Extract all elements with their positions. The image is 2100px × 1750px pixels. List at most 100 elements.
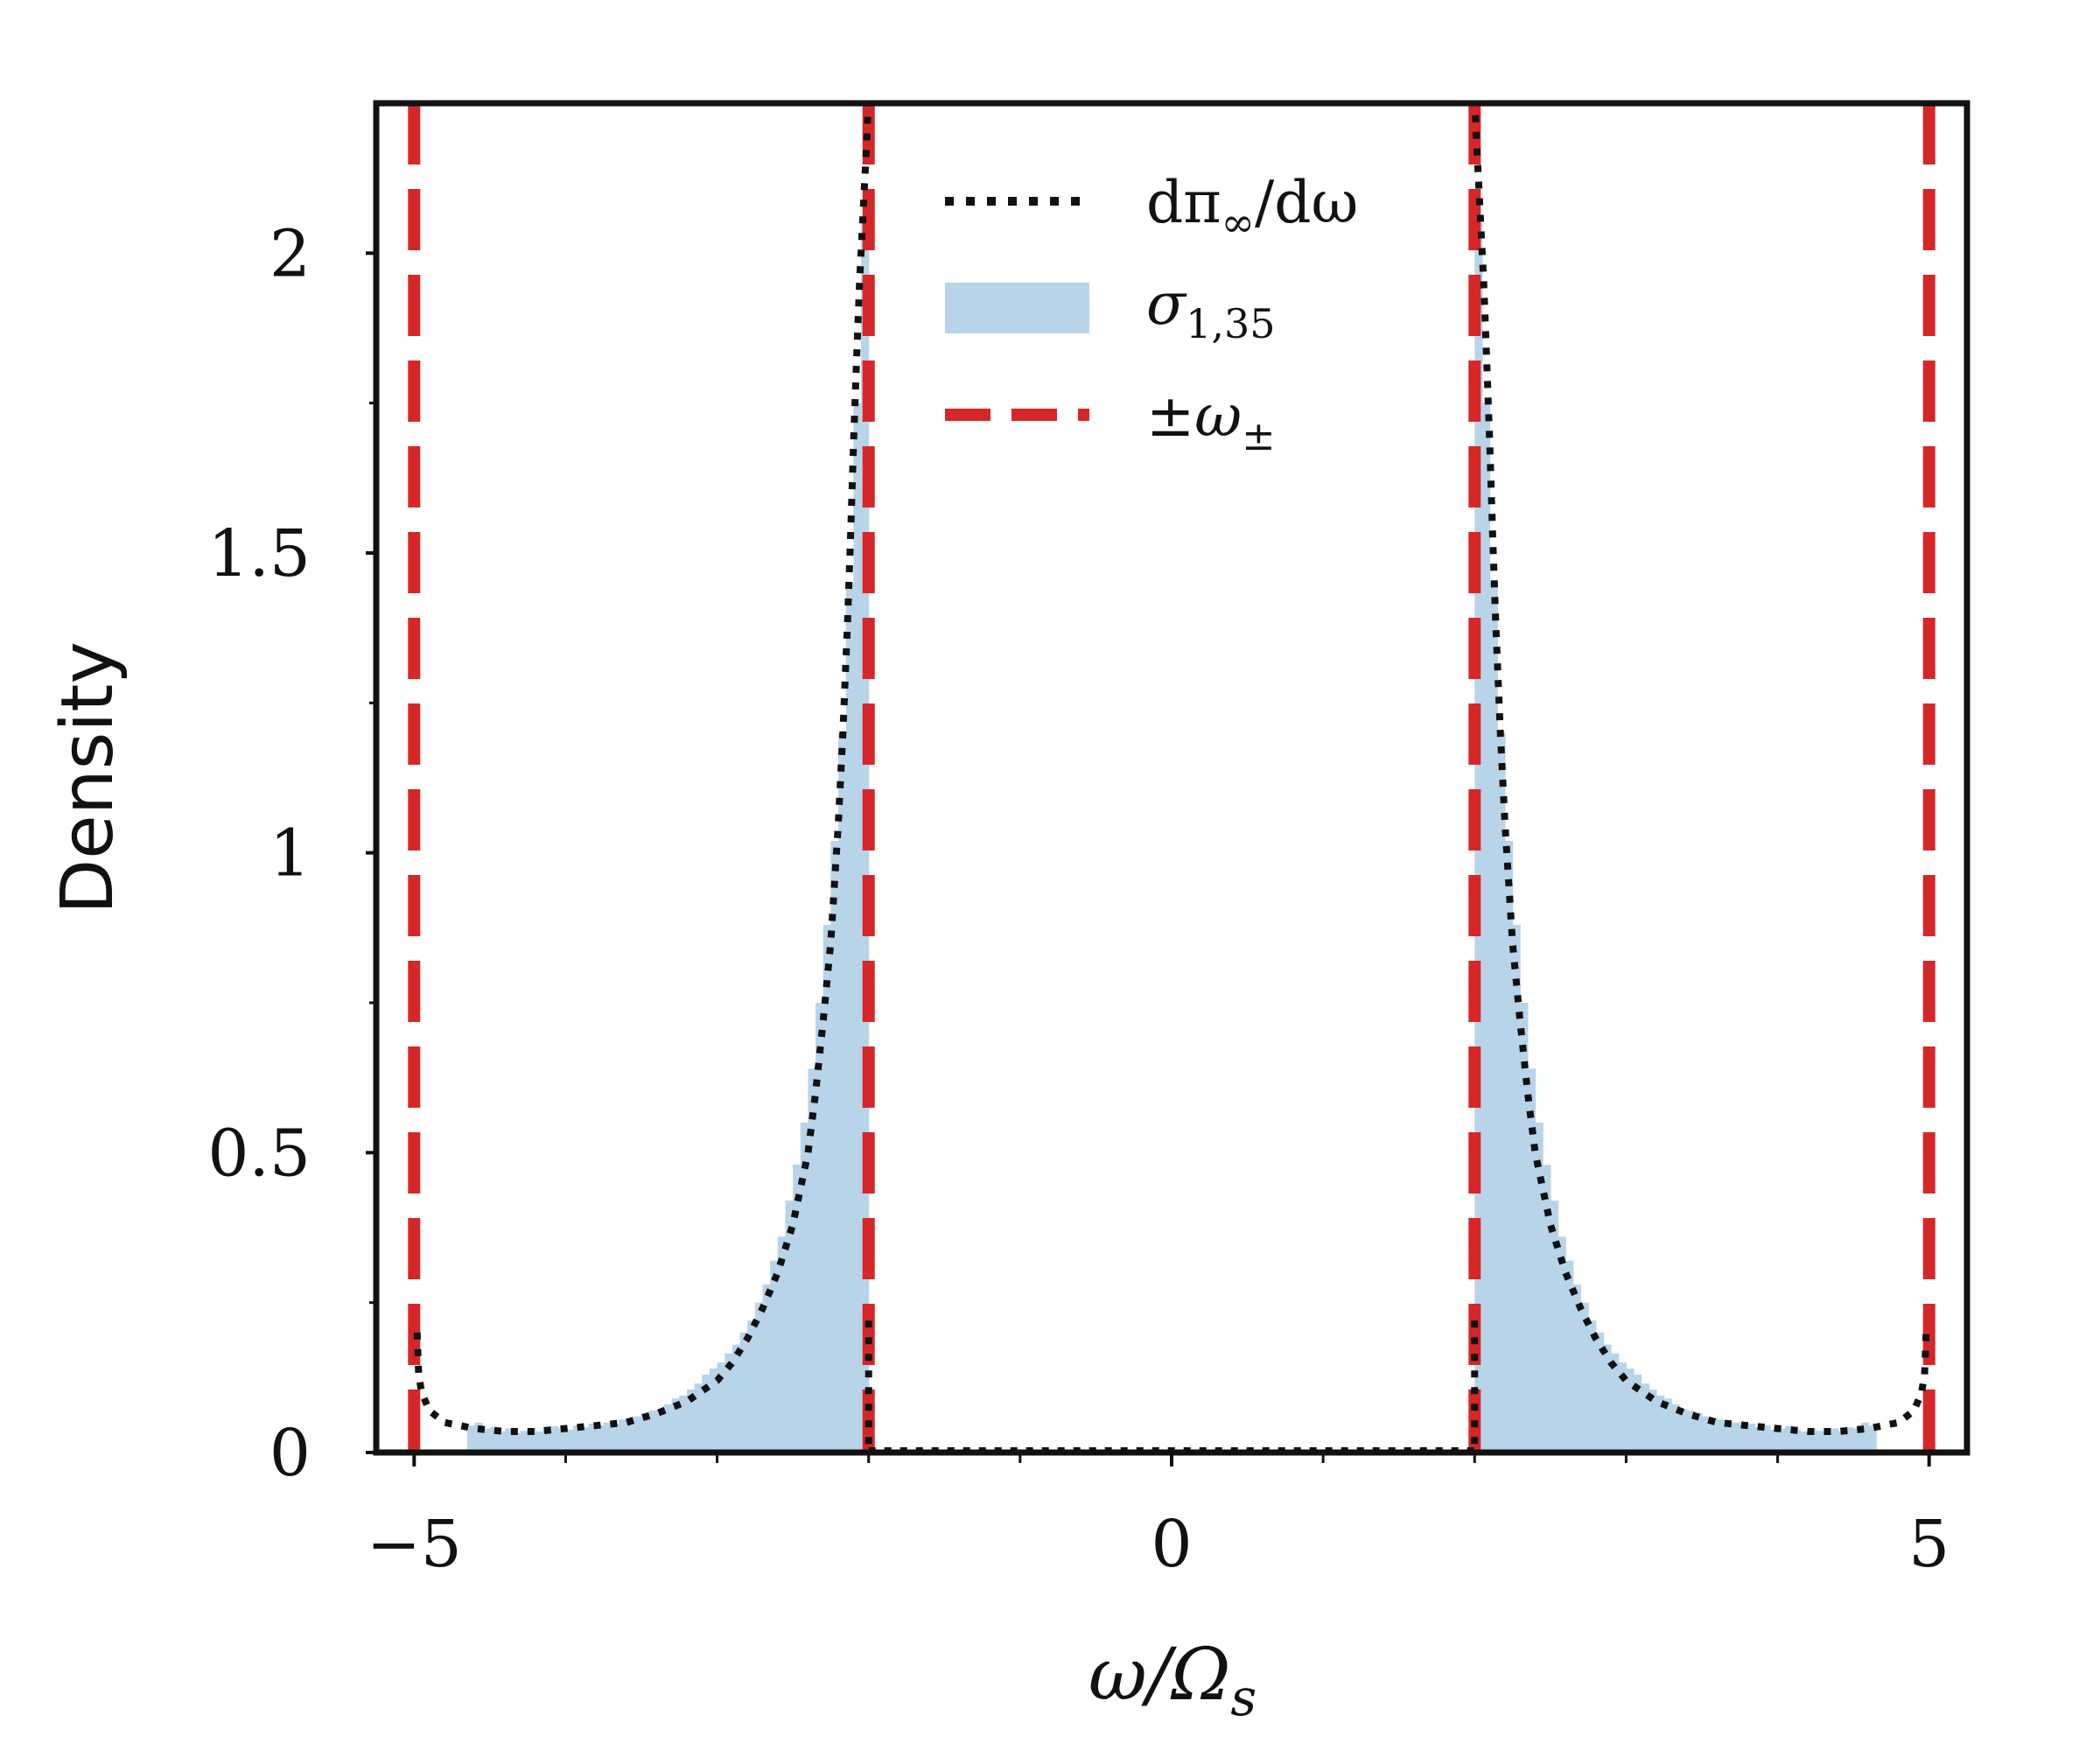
histogram-bar-left-31 xyxy=(702,1374,710,1452)
histogram-bar-left-33 xyxy=(717,1362,725,1452)
histogram-bar-left-22 xyxy=(634,1416,642,1452)
histogram-bar-right-36 xyxy=(1746,1424,1756,1452)
histogram-bar-right-35 xyxy=(1740,1424,1748,1452)
histogram-bar-right-12 xyxy=(1565,1260,1574,1452)
histogram-bar-left-26 xyxy=(663,1404,673,1452)
histogram-bar-left-24 xyxy=(648,1410,657,1452)
histogram-bar-right-13 xyxy=(1572,1284,1582,1452)
histogram-bar-right-49 xyxy=(1845,1427,1854,1452)
histogram-bar-right-37 xyxy=(1754,1427,1763,1452)
histogram-bar-right-28 xyxy=(1686,1410,1695,1452)
histogram-bar-right-11 xyxy=(1558,1236,1566,1452)
axis-ticks xyxy=(366,251,1931,1466)
histogram-bar-right-22 xyxy=(1641,1383,1649,1452)
histogram-bar-left-48 xyxy=(830,840,839,1452)
histogram-bar-right-25 xyxy=(1663,1398,1672,1452)
y-tick-label-3: 1.5 xyxy=(207,516,311,592)
histogram-bar-right-3 xyxy=(1497,732,1506,1452)
histogram-bar-left-13 xyxy=(565,1429,574,1452)
histogram-bar-left-7 xyxy=(520,1431,528,1452)
histogram-bar-right-51 xyxy=(1860,1422,1870,1452)
legend-label-omega-lines: ±ω± xyxy=(1146,382,1276,459)
histogram-bar-right-41 xyxy=(1785,1425,1794,1452)
histogram-bar-left-11 xyxy=(550,1425,559,1452)
histogram-bar-left-21 xyxy=(626,1418,634,1452)
histogram-bar-left-47 xyxy=(822,924,832,1452)
histogram-bar-left-19 xyxy=(611,1424,620,1452)
histogram-bar-left-28 xyxy=(679,1395,688,1452)
histogram-bar-left-25 xyxy=(656,1409,665,1452)
histogram-bar-left-15 xyxy=(580,1427,589,1452)
histogram-bar-right-29 xyxy=(1694,1412,1703,1452)
histogram-bar-right-52 xyxy=(1868,1425,1877,1452)
y-tick-label-0: 0 xyxy=(270,1416,311,1491)
theory-curve-negative xyxy=(413,115,872,1435)
histogram-bar-right-50 xyxy=(1853,1428,1862,1452)
histogram-bar-right-23 xyxy=(1648,1390,1657,1452)
histogram-bar-left-27 xyxy=(671,1398,680,1452)
theory-curve-positive xyxy=(1472,115,1930,1435)
histogram-bar-left-4 xyxy=(497,1432,506,1452)
x-tick-labels: −5 0 5 xyxy=(367,1507,1950,1582)
histogram-bar-left-17 xyxy=(596,1424,605,1452)
histogram-bar-left-38 xyxy=(754,1302,764,1452)
histogram-bar-left-34 xyxy=(724,1353,733,1452)
histogram-bar-right-1 xyxy=(1481,402,1491,1452)
histogram-bar-right-8 xyxy=(1535,1123,1544,1452)
theory-curve xyxy=(413,115,1930,1452)
histogram-bar-left-49 xyxy=(838,732,847,1452)
histogram-bar-right-30 xyxy=(1702,1416,1711,1452)
legend: dπ∞/dω σ1,35 ±ω± xyxy=(945,169,1358,459)
x-tick-label-0: −5 xyxy=(367,1507,462,1582)
histogram-bar-right-7 xyxy=(1527,1068,1536,1452)
histogram-bar-right-45 xyxy=(1815,1431,1824,1452)
histogram-bar-right-17 xyxy=(1603,1344,1612,1452)
histogram-bar-right-47 xyxy=(1830,1428,1839,1452)
legend-swatch-histogram xyxy=(945,283,1089,333)
histogram-bar-left-46 xyxy=(816,1003,824,1452)
histogram-bar-left-12 xyxy=(557,1428,567,1452)
histogram-bar-left-44 xyxy=(800,1123,809,1452)
histogram-bar-left-16 xyxy=(588,1424,597,1452)
histogram-bar-left-2 xyxy=(482,1428,491,1452)
histogram-bar-right-9 xyxy=(1543,1165,1551,1452)
histogram-bar-left-40 xyxy=(770,1260,779,1452)
histogram-bar-left-23 xyxy=(641,1412,650,1452)
histogram-bar-right-39 xyxy=(1769,1429,1779,1452)
histogram-bar-right-4 xyxy=(1504,840,1514,1452)
histogram-bar-right-44 xyxy=(1808,1428,1816,1452)
histogram-bar-right-2 xyxy=(1489,583,1498,1452)
histogram-bar-left-51 xyxy=(853,402,862,1452)
omega-lines xyxy=(408,103,1936,1452)
histogram-bar-right-18 xyxy=(1611,1353,1620,1452)
histogram-bar-left-42 xyxy=(785,1200,794,1452)
y-tick-label-4: 2 xyxy=(270,216,311,291)
histogram-bar-left-35 xyxy=(732,1344,741,1452)
histogram-bar-left-20 xyxy=(619,1419,627,1452)
histogram-bar-left-37 xyxy=(747,1320,756,1452)
histogram-bar-right-46 xyxy=(1823,1432,1831,1452)
y-tick-label-1: 0.5 xyxy=(207,1116,311,1191)
histogram-bar-left-29 xyxy=(686,1390,696,1452)
histogram-bar-right-14 xyxy=(1580,1302,1589,1452)
histogram-bar-left-9 xyxy=(535,1432,544,1452)
histogram-bar-left-3 xyxy=(489,1427,499,1452)
histogram-bar-left-1 xyxy=(474,1422,483,1452)
histogram-bar-left-0 xyxy=(466,1425,476,1452)
histogram-bar-left-30 xyxy=(694,1383,703,1452)
histogram-bar-right-21 xyxy=(1634,1374,1642,1452)
plot-area xyxy=(408,103,1936,1452)
histogram-bar-right-43 xyxy=(1800,1432,1809,1452)
histogram-bar-right-48 xyxy=(1838,1432,1847,1452)
histogram-bar-right-10 xyxy=(1550,1200,1559,1452)
histogram-bar-left-6 xyxy=(512,1432,522,1452)
x-tick-label-1: 0 xyxy=(1151,1507,1192,1582)
legend-label-theory: dπ∞/dω xyxy=(1146,169,1358,246)
y-tick-label-2: 1 xyxy=(270,816,311,892)
histogram-bar-left-32 xyxy=(709,1368,718,1452)
histogram-bar-right-31 xyxy=(1709,1418,1718,1452)
histogram-bar-right-15 xyxy=(1588,1320,1597,1452)
histogram-bar-right-19 xyxy=(1618,1362,1628,1452)
